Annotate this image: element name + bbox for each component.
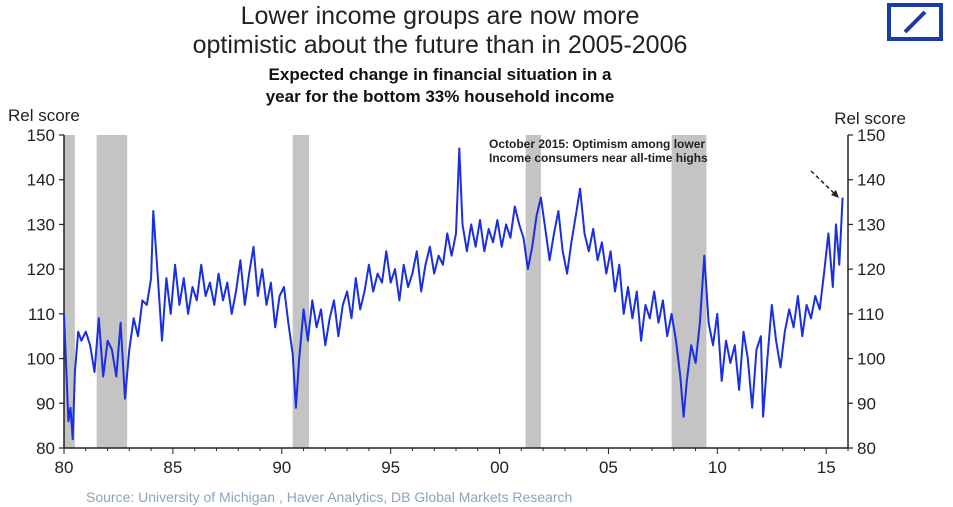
y-tick-label-left: 130 (27, 215, 55, 234)
logo-slash-icon (903, 10, 927, 34)
annotation-line-1: October 2015: Optimism among lower (489, 137, 705, 151)
y-tick-label-right: 130 (857, 215, 885, 234)
subtitle-line-2: year for the bottom 33% household income (265, 87, 615, 106)
series-line (63, 147, 844, 441)
recession-band (671, 135, 707, 448)
y-tick-label-left: 140 (27, 171, 55, 190)
y-tick-label-right: 150 (857, 126, 885, 145)
recession-band (292, 135, 309, 448)
y-tick-label-right: 90 (857, 394, 876, 413)
x-tick-label: 10 (708, 458, 727, 477)
y-tick-label-right: 80 (857, 439, 876, 458)
recession-band (525, 135, 541, 448)
annotation-arrowhead (831, 190, 839, 198)
x-tick-label: 85 (163, 458, 182, 477)
y-axis-label-left: Rel score (8, 106, 80, 125)
recession-band (64, 135, 75, 448)
x-tick-label: 15 (817, 458, 836, 477)
x-tick-label: 80 (55, 458, 74, 477)
annotation-arrow (810, 170, 837, 196)
x-tick-label: 00 (490, 458, 509, 477)
y-tick-label-left: 120 (27, 260, 55, 279)
x-tick-label: 05 (599, 458, 618, 477)
title-line-2: optimistic about the future than in 2005… (192, 31, 688, 59)
y-tick-label-right: 120 (857, 260, 885, 279)
y-tick-label-left: 90 (36, 394, 55, 413)
y-tick-label-left: 100 (27, 350, 55, 369)
y-tick-label-left: 150 (27, 126, 55, 145)
y-tick-label-right: 100 (857, 350, 885, 369)
y-tick-label-right: 110 (857, 305, 884, 324)
recession-band (96, 135, 128, 448)
annotation-line-2: Income consumers near all-time highs (489, 151, 708, 165)
subtitle-line-1: Expected change in financial situation i… (268, 65, 612, 84)
y-tick-label-left: 110 (28, 305, 55, 324)
x-tick-label: 90 (272, 458, 291, 477)
y-tick-label-left: 80 (36, 439, 55, 458)
title-line-1: Lower income groups are now more (240, 2, 640, 30)
x-tick-label: 95 (381, 458, 400, 477)
y-tick-label-right: 140 (857, 171, 885, 190)
source-note: Source: University of Michigan , Haver A… (86, 489, 573, 505)
deutsche-bank-logo (887, 3, 943, 41)
y-axis-label-right: Rel score (834, 109, 906, 128)
